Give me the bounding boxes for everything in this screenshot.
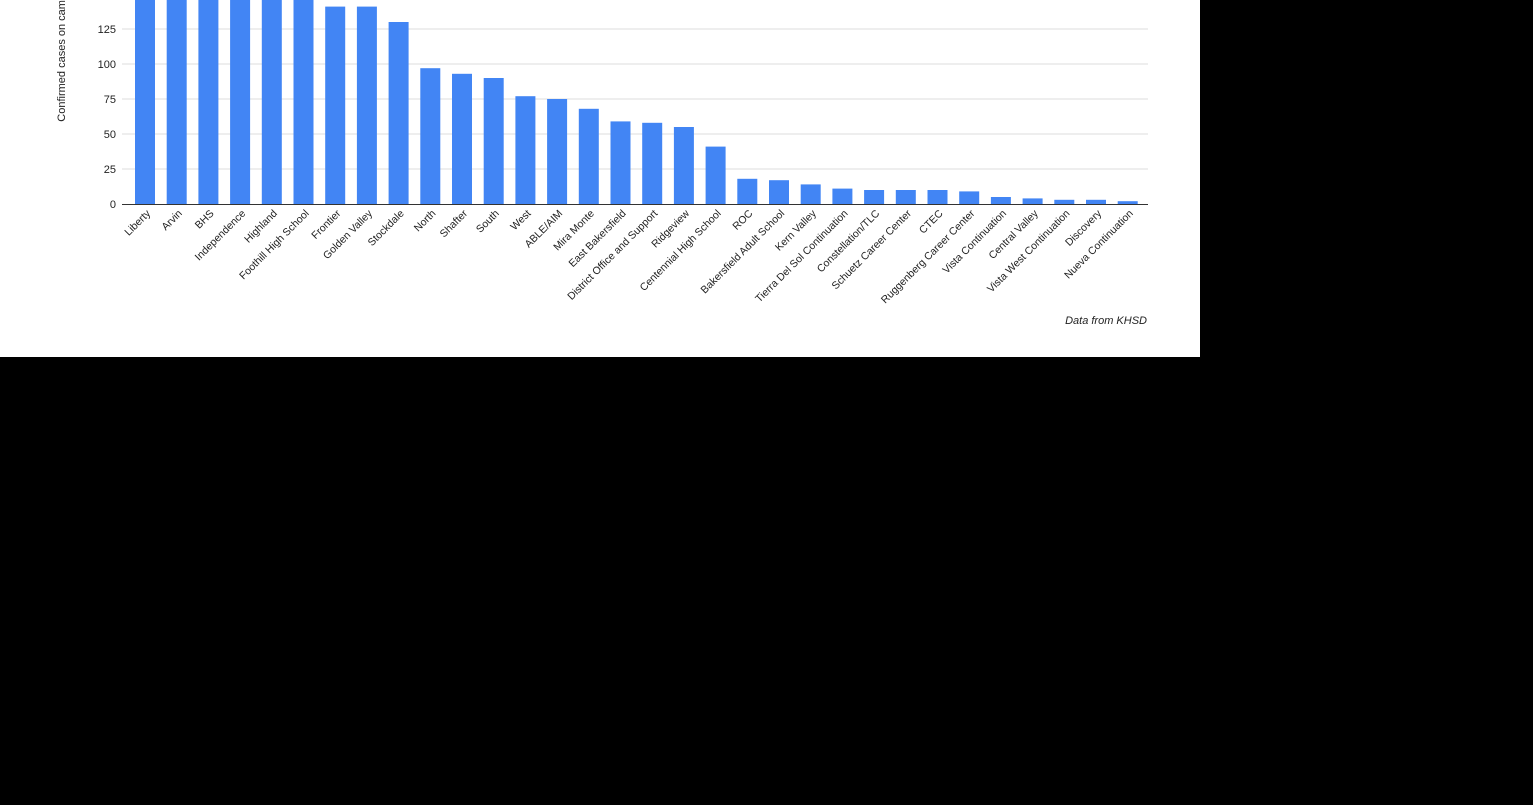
- bar: [705, 146, 726, 204]
- bar: [388, 22, 409, 204]
- bar: [1086, 199, 1106, 204]
- bar: [325, 6, 346, 204]
- bar: [895, 190, 916, 204]
- bar: [578, 108, 599, 204]
- bar: [800, 184, 821, 204]
- bar: [1117, 201, 1138, 204]
- source-note: Data from KHSD: [1065, 315, 1147, 327]
- bar: [198, 0, 219, 204]
- y-tick-label: 125: [98, 24, 116, 36]
- bar: [452, 73, 472, 204]
- x-tick-label: Liberty: [122, 207, 153, 238]
- x-tick-label: ROC: [730, 207, 755, 232]
- bar: [737, 178, 758, 204]
- bar: [864, 190, 885, 204]
- x-tick-label: East Bakersfield: [566, 208, 628, 270]
- bar: [990, 197, 1011, 204]
- bar: [166, 0, 187, 204]
- x-tick-label: West: [508, 208, 533, 233]
- bar: [642, 122, 663, 204]
- y-axis-title: Confirmed cases on campus: [56, 0, 68, 122]
- y-axis-ticks: 0 25 50 75 100 125: [98, 24, 116, 211]
- bar: [769, 180, 789, 204]
- bar: [420, 68, 441, 204]
- bar: [483, 78, 504, 204]
- bar: [959, 191, 980, 204]
- bar: [673, 127, 694, 204]
- y-tick-label: 25: [104, 164, 116, 176]
- bar: [356, 6, 377, 204]
- bar: [927, 190, 948, 204]
- bar: [1054, 199, 1075, 204]
- bar: [832, 188, 853, 204]
- x-axis-tick-labels: Liberty Arvin BHSIndependenceHighlandFooth…: [122, 207, 1136, 306]
- x-tick-label: CTEC: [917, 207, 946, 236]
- bar: [515, 96, 536, 204]
- x-tick-label: Arvin: [159, 208, 185, 234]
- x-tick-label: North: [412, 208, 439, 235]
- bars: [135, 0, 1138, 204]
- bar: [293, 0, 314, 204]
- gridlines: [122, 28, 1148, 170]
- bar: [135, 0, 155, 204]
- chart-panel: 0 25 50 75 100 125 Liberty Arvin BHS Independenc…: [0, 0, 1200, 357]
- x-tick-label: Shafter: [438, 207, 471, 240]
- y-tick-label: 75: [104, 94, 116, 106]
- bar: [1022, 198, 1043, 204]
- y-tick-label: 100: [98, 59, 116, 71]
- x-tick-label: BHS: [193, 208, 217, 232]
- y-tick-label: 0: [110, 199, 116, 211]
- bar: [610, 121, 631, 204]
- x-tick-label: South: [474, 208, 502, 236]
- bar: [547, 99, 568, 204]
- y-tick-label: 50: [104, 129, 116, 141]
- bar: [261, 0, 282, 204]
- bar: [230, 0, 251, 204]
